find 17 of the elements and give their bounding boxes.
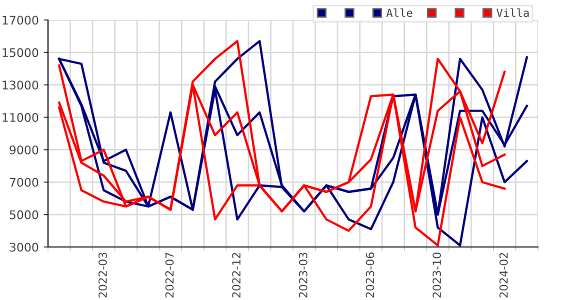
y-tick-label: 9000	[10, 145, 38, 154]
x-tick-label: 2023-10	[432, 252, 441, 298]
y-tick-label: 5000	[10, 210, 38, 220]
x-tick-label: 2024-02	[499, 252, 508, 298]
y-tick-label: 11000	[2, 113, 38, 122]
x-tick-label: 2022-12	[232, 252, 241, 298]
x-tick-label: 2022-07	[165, 252, 174, 298]
x-tick-label: 2023-03	[298, 252, 308, 298]
legend-label: Alle	[386, 8, 412, 17]
y-tick-label: 15000	[2, 48, 38, 58]
x-tick-label: 2022-03	[98, 252, 107, 298]
y-tick-label: 17000	[2, 16, 38, 25]
y-tick-label: 3000	[10, 242, 38, 252]
legend-label: Villa	[496, 8, 529, 17]
x-tick-label: 2023-06	[366, 252, 374, 298]
y-tick-label: 13000	[2, 80, 38, 90]
y-tick-label: 7000	[10, 178, 38, 187]
